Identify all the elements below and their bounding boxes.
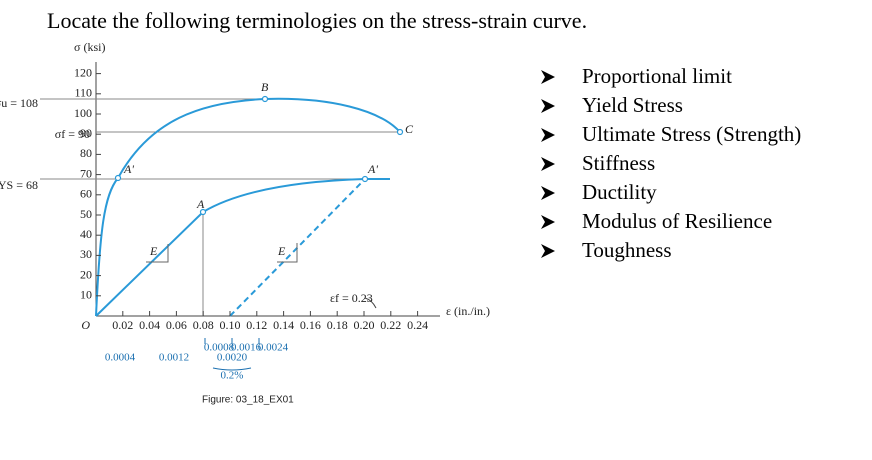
offset-line xyxy=(229,178,366,317)
bullet: Ultimate Stress (Strength) xyxy=(540,120,801,149)
bullet-text: Proportional limit xyxy=(582,64,732,88)
stress-label: σf = 90 xyxy=(55,127,90,141)
strain-label: 0.0008 xyxy=(204,342,235,354)
x-tick-label: 0.22 xyxy=(380,318,401,332)
bullet-arrow xyxy=(541,185,555,200)
bullet-text: Modulus of Resilience xyxy=(582,209,773,233)
x-tick-label: 0.14 xyxy=(273,318,294,332)
stress-label: σYS = 68 xyxy=(0,178,38,192)
pointer xyxy=(364,297,377,309)
origin-label: O xyxy=(81,318,90,332)
x-tick-label: 0.16 xyxy=(300,318,321,332)
bullet-arrow xyxy=(541,243,555,258)
bullet-text: Ultimate Stress (Strength) xyxy=(582,122,802,146)
y-tick-label: 40 xyxy=(80,227,92,241)
strain-label: 0.0016 xyxy=(231,342,262,354)
strain-marks xyxy=(204,338,260,344)
point-label: A' xyxy=(123,162,134,176)
point xyxy=(261,95,269,103)
curve xyxy=(95,97,401,317)
strain-label: 0.0020 xyxy=(217,352,248,364)
bullet-text: Ductility xyxy=(582,180,657,204)
curve xyxy=(95,178,390,317)
point-label: B xyxy=(261,80,269,94)
y-tick-label: 60 xyxy=(80,187,92,201)
y-tick-label: 120 xyxy=(74,65,92,79)
bullet-list: Proportional limit Yield Stress Ultimate S… xyxy=(540,62,801,265)
x-tick-label: 0.08 xyxy=(193,318,214,332)
bullet: Stiffness xyxy=(540,149,801,178)
brace xyxy=(212,367,252,371)
bullet: Toughness xyxy=(540,236,801,265)
y-tick-label: 30 xyxy=(80,247,92,261)
strain-label: 0.0012 xyxy=(159,352,189,364)
y-axis-label: σ (ksi) xyxy=(74,40,105,54)
strain-label: 0.0024 xyxy=(258,342,289,354)
point xyxy=(396,128,404,136)
y-tick-label: 100 xyxy=(74,106,92,120)
x-tick-label: 0.24 xyxy=(407,318,428,332)
figure: σ (ksi) O ε (in./in.) σu = 108 σf = 90 σ… xyxy=(0,40,490,406)
x-axis-label: ε (in./in.) xyxy=(446,304,490,318)
point xyxy=(361,175,369,183)
x-tick-label: 0.04 xyxy=(139,318,160,332)
y-tick-label: 90 xyxy=(80,126,92,140)
y-tick-label: 110 xyxy=(74,86,92,100)
fracture-label: εf = 0.23 xyxy=(330,291,373,305)
bullet-arrow xyxy=(541,156,555,171)
bullet-text: Stiffness xyxy=(582,151,656,175)
y-tick-label: 20 xyxy=(80,267,92,281)
strain-label: 0.0004 xyxy=(105,352,136,364)
bullet: Modulus of Resilience xyxy=(540,207,801,236)
x-tick-label: 0.02 xyxy=(112,318,133,332)
bullet-arrow xyxy=(541,98,555,113)
title: Locate the following terminologies on th… xyxy=(47,8,588,33)
point-label: A' xyxy=(367,162,378,176)
y-tick-label: 70 xyxy=(80,166,92,180)
bullet-arrow xyxy=(541,69,555,84)
bullet-text: Toughness xyxy=(582,238,672,262)
y-tick-label: 50 xyxy=(80,207,92,221)
stress-label: σu = 108 xyxy=(0,96,38,110)
bullet-arrow xyxy=(541,214,555,229)
y-tick-label: 10 xyxy=(80,288,92,302)
caption: Figure: 03_18_EX01 xyxy=(202,395,294,406)
x-tick-label: 0.06 xyxy=(166,318,187,332)
y-tick-label: 80 xyxy=(80,146,92,160)
bullet-arrow xyxy=(541,127,555,142)
bullet: Proportional limit xyxy=(540,62,801,91)
slope-triangle xyxy=(277,243,298,263)
point-label: E xyxy=(277,244,286,258)
x-tick-label: 0.20 xyxy=(354,318,375,332)
point-label: E xyxy=(149,244,158,258)
slope-triangle xyxy=(146,244,169,263)
x-tick-label: 0.10 xyxy=(220,318,241,332)
x-tick-label: 0.18 xyxy=(327,318,348,332)
x-tick-label: 0.12 xyxy=(246,318,267,332)
offset-label: 0.2% xyxy=(221,370,244,382)
point-label: C xyxy=(405,122,414,136)
bullet: Yield Stress xyxy=(540,91,801,120)
point-label: A xyxy=(196,197,205,211)
bullet: Ductility xyxy=(540,178,801,207)
point xyxy=(114,174,122,182)
point xyxy=(199,208,207,216)
bullet-text: Yield Stress xyxy=(582,93,683,117)
